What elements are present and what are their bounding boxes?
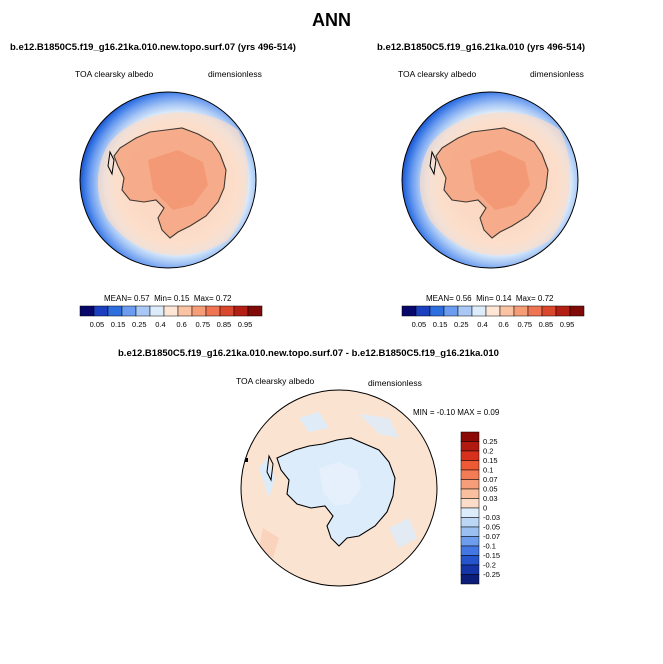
- panel-2-colorbar-tick-label: 0.4: [477, 320, 487, 329]
- diff-colorbar-tick-label: -0.03: [483, 513, 500, 522]
- panel-2-colorbar-swatch: [429, 305, 445, 317]
- diff-colorbar-swatch: [460, 574, 480, 585]
- diff-colorbar-tick-label: 0.25: [483, 437, 498, 446]
- panel-1-variable-label: TOA clearsky albedo: [75, 69, 154, 79]
- diff-case-title: b.e12.B1850C5.f19_g16.21ka.010.new.topo.…: [118, 348, 499, 359]
- panel-1-colorbar: 0.05 0.15 0.25 0.4 0.6 0.75 0.85 0.95: [79, 305, 263, 329]
- panel-2-colorbar-tick-label: 0.75: [517, 320, 532, 329]
- panel-2-colorbar-tick-label: 0.05: [412, 320, 427, 329]
- panel-1-colorbar-swatch: [149, 305, 165, 317]
- panel-1-colorbar-swatch: [233, 305, 249, 317]
- diff-colorbar-tick-label: -0.07: [483, 532, 500, 541]
- panel-1-colorbar-tick-label: 0.4: [155, 320, 165, 329]
- panel-1-colorbar-swatch: [191, 305, 207, 317]
- diff-colorbar-swatch: [460, 507, 480, 518]
- diff-colorbar-tick-label: 0: [483, 504, 487, 513]
- diff-colorbar-tick-label: -0.15: [483, 551, 500, 560]
- panel-2-colorbar-tick-label: 0.6: [498, 320, 508, 329]
- figure-title: ANN: [312, 10, 351, 30]
- panel-2-stats: MEAN= 0.56 Min= 0.14 Max= 0.72: [426, 294, 554, 303]
- diff-colorbar-swatch: [460, 517, 480, 528]
- panel-2-colorbar-swatch: [555, 305, 571, 317]
- panel-1-colorbar-swatch: [121, 305, 137, 317]
- diff-units-label: dimensionless: [368, 378, 422, 388]
- diff-colorbar-swatch: [460, 460, 480, 471]
- panel-1-colorbar-swatch: [135, 305, 151, 317]
- diff-colorbar-tick-label: 0.1: [483, 466, 493, 475]
- diff-colorbar-swatch: [460, 526, 480, 537]
- panel-1-colorbar-swatch: [177, 305, 193, 317]
- panel-2-units-label: dimensionless: [530, 69, 584, 79]
- panel-2-colorbar-tick-label: 0.15: [433, 320, 448, 329]
- diff-colorbar-tick-label: -0.1: [483, 542, 496, 551]
- panel-2-polar-map: [401, 91, 579, 269]
- diff-colorbar-swatch: [460, 536, 480, 547]
- panel-1-units-label: dimensionless: [208, 69, 262, 79]
- diff-colorbar-tick-label: 0.15: [483, 456, 498, 465]
- diff-colorbar-swatch: [460, 431, 480, 442]
- panel-1-colorbar-swatch: [93, 305, 109, 317]
- panel-2-colorbar-swatch: [569, 305, 585, 317]
- panel-1-colorbar-tick-label: 0.95: [238, 320, 253, 329]
- panel-1-colorbar-swatch: [79, 305, 95, 317]
- panel-2-colorbar-tick-label: 0.85: [539, 320, 554, 329]
- diff-colorbar-swatch: [460, 545, 480, 556]
- panel-2-colorbar-swatch: [471, 305, 487, 317]
- diff-colorbar-swatch: [460, 441, 480, 452]
- diff-colorbar-tick-label: 0.03: [483, 494, 498, 503]
- diff-colorbar-swatch: [460, 498, 480, 509]
- diff-colorbar-swatch: [460, 450, 480, 461]
- panel-1-colorbar-tick-label: 0.05: [90, 320, 105, 329]
- panel-2-colorbar: 0.05 0.15 0.25 0.4 0.6 0.75 0.85 0.95: [401, 305, 585, 329]
- diff-colorbar-swatch: [460, 479, 480, 490]
- diff-colorbar-swatch: [460, 564, 480, 575]
- panel-2-colorbar-tick-label: 0.95: [560, 320, 575, 329]
- panel-1-colorbar-swatch: [205, 305, 221, 317]
- panel-2-case-title: b.e12.B1850C5.f19_g16.21ka.010 (yrs 496-…: [377, 42, 586, 53]
- diff-colorbar-swatch: [460, 469, 480, 480]
- diff-colorbar-swatch: [460, 555, 480, 566]
- panel-1-colorbar-swatch: [107, 305, 123, 317]
- panel-1-colorbar-swatch: [163, 305, 179, 317]
- panel-1-stats: MEAN= 0.57 Min= 0.15 Max= 0.72: [104, 294, 232, 303]
- diff-colorbar-tick-label: -0.25: [483, 570, 500, 579]
- panel-2-colorbar-swatch: [513, 305, 529, 317]
- diff-colorbar-tick-label: 0.2: [483, 447, 493, 456]
- diff-colorbar: 0.250.20.150.10.070.050.030-0.03-0.05-0.…: [460, 431, 500, 585]
- panel-2-colorbar-swatch: [527, 305, 543, 317]
- diff-colorbar-tick-label: 0.05: [483, 485, 498, 494]
- panel-1-case-title: b.e12.B1850C5.f19_g16.21ka.010.new.topo.…: [10, 42, 296, 53]
- diff-colorbar-tick-label: 0.07: [483, 475, 498, 484]
- panel-2-variable-label: TOA clearsky albedo: [398, 69, 477, 79]
- panel-1-colorbar-tick-label: 0.75: [195, 320, 210, 329]
- panel-2-colorbar-tick-label: 0.25: [454, 320, 469, 329]
- panel-1-colorbar-swatch: [247, 305, 263, 317]
- panel-1-colorbar-tick-label: 0.25: [132, 320, 147, 329]
- panel-2-colorbar-swatch: [541, 305, 557, 317]
- panel-2-colorbar-swatch: [457, 305, 473, 317]
- diff-minmax: MIN = -0.10 MAX = 0.09: [413, 408, 500, 417]
- diff-colorbar-swatch: [460, 488, 480, 499]
- diff-polar-map: [240, 389, 438, 587]
- panel-1-colorbar-tick-label: 0.15: [111, 320, 126, 329]
- panel-2-colorbar-swatch: [499, 305, 515, 317]
- panel-1-polar-map: [79, 91, 257, 269]
- diff-colorbar-tick-label: -0.05: [483, 523, 500, 532]
- panel-1-colorbar-swatch: [219, 305, 235, 317]
- panel-2-colorbar-swatch: [415, 305, 431, 317]
- panel-2-colorbar-swatch: [485, 305, 501, 317]
- panel-1-colorbar-tick-label: 0.6: [176, 320, 186, 329]
- panel-1-colorbar-tick-label: 0.85: [217, 320, 232, 329]
- panel-2-colorbar-swatch: [443, 305, 459, 317]
- diff-variable-label: TOA clearsky albedo: [236, 376, 315, 386]
- panel-2-colorbar-swatch: [401, 305, 417, 317]
- diff-colorbar-tick-label: -0.2: [483, 561, 496, 570]
